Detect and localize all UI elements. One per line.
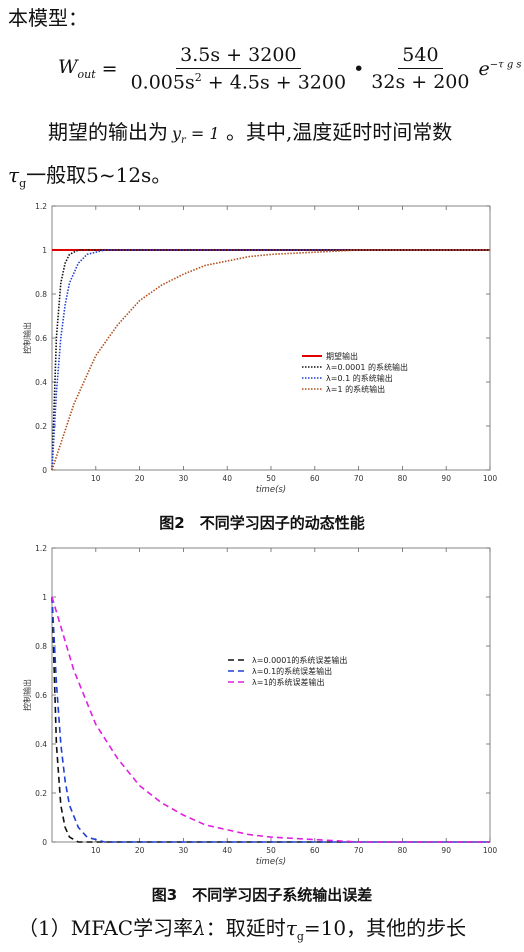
- figure-3-chart: 0 0.2 0.4 0.6 0.8 1 1.2 10 20 30 40 50 60 70 80 90 100 ti…: [22, 544, 498, 867]
- y-tick-label: 0.2: [35, 789, 47, 798]
- x-tick-label: 50: [266, 474, 276, 483]
- x-tick-label: 20: [135, 474, 145, 483]
- x-tick-label: 20: [135, 846, 145, 855]
- legend-label-2: λ=0.1 的系统输出: [326, 373, 393, 383]
- x-tick-label: 30: [179, 846, 189, 855]
- figure-2-caption: 图2 不同学习因子的动态性能: [159, 514, 365, 532]
- y-tick-label: 0.6: [35, 334, 47, 343]
- y-tick-label: 0.8: [35, 290, 47, 299]
- y-tick-label: 1: [42, 593, 47, 602]
- y-tick-label: 1: [42, 246, 47, 255]
- legend-label-1: λ=0.1的系统误差输出: [252, 666, 332, 676]
- x-tick-label: 40: [222, 474, 232, 483]
- plot-area: [51, 547, 491, 843]
- x-tick-label: 70: [354, 846, 364, 855]
- paragraph-desired-output: 期望的输出为 yr = 1 。其中,温度延时时间常数: [48, 120, 453, 147]
- series-line-3: [51, 249, 490, 471]
- plot-area: [51, 205, 491, 471]
- y-tick-label: 1.2: [35, 202, 47, 211]
- series-line-1: [51, 596, 490, 843]
- y-tick-label: 0: [42, 466, 47, 475]
- legend-label-2: λ=1的系统误差输出: [252, 677, 325, 687]
- x-tick-label: 30: [179, 474, 189, 483]
- y-tick-label: 0: [42, 838, 47, 847]
- y-tick-label: 1.2: [35, 544, 47, 553]
- intro-text: 本模型：: [8, 6, 88, 30]
- footer-text: （1）MFAC学习率λ：取延时τg=10，其他的步长: [18, 916, 467, 943]
- x-tick-label: 10: [91, 846, 101, 855]
- y-axis-label: 控制输出: [22, 322, 32, 354]
- legend-label-3: λ=1 的系统输出: [326, 384, 385, 394]
- x-tick-label: 40: [222, 846, 232, 855]
- legend-label-0: λ=0.0001的系统误差输出: [252, 655, 347, 665]
- x-tick-label: 90: [441, 846, 451, 855]
- transfer-function-formula: Wout = 3.5s + 3200 0.005s2 + 4.5s + 3200…: [58, 44, 522, 94]
- legend-label-0: 期望输出: [326, 351, 358, 361]
- y-tick-label: 0.8: [35, 642, 47, 651]
- paragraph-delay-range: τg一般取5~12s。: [8, 163, 172, 190]
- y-tick-label: 0.6: [35, 691, 47, 700]
- x-tick-label: 60: [310, 846, 320, 855]
- x-tick-label: 80: [398, 474, 408, 483]
- x-axis-label: time(s): [256, 857, 286, 867]
- x-tick-label: 100: [483, 846, 498, 855]
- x-tick-label: 50: [266, 846, 276, 855]
- figure-2-chart: 0 0.2 0.4 0.6 0.8 1 1.2 10 20 30 40 50 60 70 80 90 100 ti…: [22, 202, 498, 495]
- series-line-0: [51, 596, 490, 843]
- x-tick-label: 10: [91, 474, 101, 483]
- x-tick-label: 90: [441, 474, 451, 483]
- x-tick-label: 60: [310, 474, 320, 483]
- x-axis-label: time(s): [256, 485, 286, 495]
- y-tick-label: 0.2: [35, 422, 47, 431]
- y-tick-label: 0.4: [35, 740, 47, 749]
- x-tick-label: 100: [483, 474, 498, 483]
- x-tick-label: 70: [354, 474, 364, 483]
- legend-label-1: λ=0.0001 的系统输出: [326, 362, 408, 372]
- y-tick-label: 0.4: [35, 378, 47, 387]
- exponential-term: e−τ g s: [478, 57, 522, 80]
- y-axis-label: 控制输出: [22, 679, 32, 711]
- x-tick-label: 80: [398, 846, 408, 855]
- fraction-2: 540 32s + 200: [371, 44, 470, 94]
- formula-lhs: Wout: [58, 56, 96, 82]
- fraction-1: 3.5s + 3200 0.005s2 + 4.5s + 3200: [130, 44, 347, 94]
- series-line-1: [51, 249, 490, 471]
- figure-3-caption: 图3 不同学习因子系统输出误差: [151, 886, 373, 904]
